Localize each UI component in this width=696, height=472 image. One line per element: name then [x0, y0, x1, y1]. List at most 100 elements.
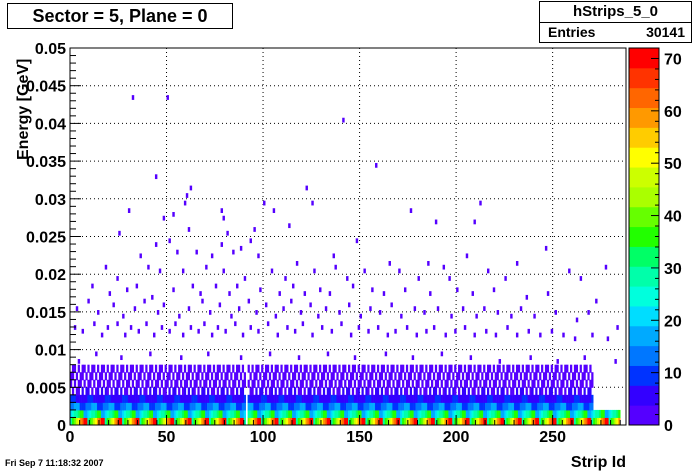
- heatmap-cell: [388, 379, 391, 388]
- heatmap-cell: [147, 372, 150, 381]
- heatmap-cell: [89, 417, 92, 426]
- heatmap-cell: [618, 417, 621, 426]
- heatmap-cell: [209, 417, 212, 426]
- heatmap-cell: [566, 394, 569, 403]
- heatmap-cell: [483, 402, 486, 411]
- heatmap-cell: [485, 379, 488, 388]
- heatmap-cell: [434, 379, 438, 388]
- heatmap-cell: [71, 409, 75, 418]
- heatmap-cell: [270, 417, 274, 426]
- heatmap-cell: [487, 394, 490, 403]
- heatmap-cell: [209, 409, 212, 418]
- heatmap-cell: [537, 364, 540, 373]
- heatmap-cell: [263, 379, 266, 388]
- heatmap-cell: [349, 402, 353, 411]
- heatmap-cell: [156, 372, 160, 381]
- heatmap-cell: [263, 402, 266, 411]
- heatmap-cell: [359, 372, 362, 381]
- heatmap-cell: [185, 379, 189, 388]
- heatmap-cell: [346, 394, 349, 403]
- heatmap-cell: [270, 364, 274, 373]
- heatmap-cell: [376, 387, 380, 396]
- heatmap-cell: [322, 372, 326, 381]
- heatmap-cell: [438, 417, 441, 426]
- heatmap-cell: [210, 387, 214, 396]
- heatmap-cell: [550, 409, 553, 418]
- heatmap-cell: [529, 409, 532, 418]
- heatmap-cell: [129, 402, 133, 411]
- heatmap-cell: [487, 387, 490, 396]
- heatmap-cell: [506, 402, 509, 411]
- heatmap-cell: [100, 402, 104, 411]
- heatmap-cell: [398, 372, 401, 381]
- heatmap-cell: [334, 264, 337, 270]
- heatmap-cell: [272, 402, 275, 411]
- heatmap-cell: [299, 402, 302, 411]
- heatmap-cell: [431, 402, 434, 411]
- heatmap-cell: [153, 387, 156, 396]
- heatmap-cell: [452, 372, 455, 381]
- heatmap-cell: [214, 409, 218, 418]
- heatmap-cell: [124, 402, 127, 411]
- heatmap-cell: [131, 409, 135, 418]
- heatmap-cell: [125, 409, 129, 418]
- heatmap-cell: [193, 364, 196, 373]
- heatmap-cell: [562, 379, 565, 388]
- heatmap-cell: [413, 306, 417, 312]
- heatmap-cell: [473, 332, 476, 338]
- heatmap-cell: [180, 355, 183, 361]
- heatmap-cell: [122, 313, 125, 319]
- heatmap-cell: [110, 364, 113, 373]
- heatmap-cell: [278, 417, 281, 426]
- heatmap-cell: [299, 310, 303, 315]
- heatmap-cell: [373, 409, 376, 418]
- heatmap-cell: [604, 264, 608, 270]
- heatmap-cell: [419, 402, 422, 411]
- heatmap-cell: [450, 409, 453, 418]
- heatmap-cell: [110, 409, 113, 418]
- heatmap-cell: [160, 364, 163, 373]
- heatmap-cell: [606, 409, 609, 418]
- heatmap-cell: [562, 394, 565, 403]
- heatmap-cell: [498, 394, 501, 403]
- heatmap-cell: [199, 409, 202, 418]
- heatmap-cell: [324, 417, 328, 426]
- heatmap-cell: [431, 364, 434, 373]
- heatmap-cell: [494, 417, 497, 426]
- heatmap-cell: [427, 379, 430, 388]
- heatmap-cell: [371, 394, 374, 403]
- heatmap-cell: [531, 409, 534, 418]
- heatmap-cell: [415, 364, 418, 373]
- heatmap-cell: [413, 402, 416, 411]
- heatmap-cell: [307, 417, 310, 426]
- heatmap-cell: [556, 417, 559, 426]
- heatmap-cell: [295, 364, 299, 373]
- heatmap-cell: [378, 379, 382, 388]
- heatmap-cell: [438, 387, 441, 396]
- heatmap-cell: [537, 394, 540, 403]
- heatmap-cell: [473, 409, 476, 418]
- heatmap-cell: [585, 417, 588, 426]
- heatmap-cell: [131, 402, 135, 411]
- y-tick-label: 0.025: [26, 230, 66, 247]
- heatmap-cell: [589, 417, 592, 426]
- heatmap-cell: [477, 394, 480, 403]
- heatmap-cell: [492, 379, 496, 388]
- heatmap-cell: [278, 387, 281, 396]
- heatmap-cell: [257, 402, 260, 411]
- heatmap-cell: [542, 372, 546, 381]
- heatmap-cell: [392, 379, 395, 388]
- heatmap-cell: [212, 364, 216, 373]
- heatmap-cell: [222, 387, 225, 396]
- colorbar-segment: [629, 286, 659, 307]
- heatmap-cell: [444, 417, 447, 426]
- heatmap-cell: [164, 417, 167, 426]
- heatmap-cell: [317, 387, 320, 396]
- heatmap-cell: [112, 409, 115, 418]
- heatmap-cell: [153, 394, 156, 403]
- heatmap-cell: [560, 394, 563, 403]
- heatmap-cell: [127, 402, 131, 411]
- heatmap-cell: [214, 394, 218, 403]
- heatmap-cell: [293, 402, 297, 411]
- heatmap-cell: [284, 276, 287, 281]
